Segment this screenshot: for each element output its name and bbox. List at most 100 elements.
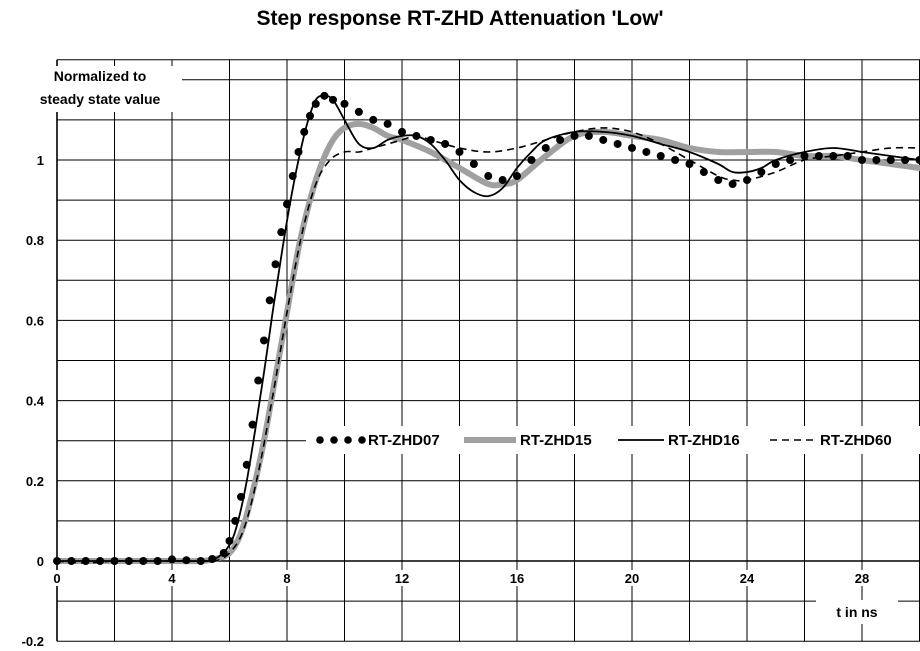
data-point [242,460,251,469]
x-tick-label: 4 [168,571,176,586]
y-tick-label: 0 [37,554,44,569]
data-point [67,557,76,565]
data-point [110,557,119,565]
data-point [96,557,105,565]
x-tick-label-background [51,570,63,586]
data-point [320,91,329,100]
y-tick-label-background [16,633,46,650]
data-point [208,554,217,563]
x-tick-label-background [737,570,757,586]
x-tick-label: 24 [740,571,755,586]
x-tick-label-background [166,570,178,586]
x-tick-label-background [281,570,293,586]
data-point [786,156,795,164]
legend-entry-rt-zhd15: RT-ZHD15 [464,432,592,449]
series-rt-zhd07 [53,91,920,565]
data-point [671,156,680,164]
data-point [656,151,665,160]
y-axis-label: Normalized to steady state value [20,66,182,112]
y-tick-label: 0.2 [26,474,44,489]
series-rt-zhd60-line [56,127,920,564]
y-axis-label-line2: steady state value [40,91,161,107]
legend-label: RT-ZHD16 [668,432,740,449]
legend-swatch-dot [344,436,352,444]
data-point [369,115,378,124]
data-point [231,516,240,525]
legend-swatch-dot [316,436,324,444]
y-axis-label-background [20,66,182,112]
x-tick-label: 16 [510,571,524,586]
data-point [599,135,608,144]
series-rt-zhd15-line [54,120,920,565]
data-point [139,557,148,565]
x-axis-label-background [816,600,898,624]
data-point [814,151,823,160]
data-point [498,176,507,185]
x-axis-label: t in ns [816,600,898,624]
y-tick-label: 0.6 [26,313,44,328]
y-axis-label-line1: Normalized to [54,68,147,84]
data-point [484,172,493,181]
data-point [441,139,450,148]
y-tick-label: -0.2 [22,634,44,649]
data-point [288,172,297,181]
data-point [412,131,421,140]
legend-background [306,426,920,454]
y-tick-label-background [16,392,46,409]
data-point [872,156,881,164]
data-point [196,557,205,565]
y-tick-label: 0.8 [26,233,44,248]
data-point [294,147,303,156]
data-point [642,147,651,156]
data-point [556,135,565,144]
legend-entry-rt-zhd60: RT-ZHD60 [770,432,892,449]
y-tick-label-background [16,472,46,489]
x-tick-label-background [852,570,872,586]
data-point [124,557,133,565]
y-tick-label-background [16,232,46,249]
data-point [858,156,866,164]
data-point [225,536,234,545]
data-point [265,296,274,305]
data-point [277,228,286,237]
x-tick-label: 20 [625,571,639,586]
data-point [743,176,751,185]
data-point [584,131,593,140]
data-point [398,127,406,136]
x-tick-label: 0 [53,571,60,586]
chart-title: Step response RT-ZHD Attenuation 'Low' [256,7,663,30]
x-tick-label: 12 [395,571,409,586]
y-tick-label-background [16,553,46,569]
data-point [685,160,694,169]
plot-grid [56,59,920,642]
legend-entry-rt-zhd07: RT-ZHD07 [316,432,440,449]
x-tick-label-background [392,570,412,586]
data-point [283,200,291,209]
data-point [426,135,435,144]
legend-label: RT-ZHD15 [520,432,592,449]
data-point [699,168,708,177]
data-point [182,556,191,565]
legend-swatch-dot [330,436,338,444]
data-point [628,143,636,152]
data-point [527,156,536,164]
data-point [714,176,723,185]
data-point [354,107,363,116]
data-point [915,156,920,164]
data-point [901,156,910,164]
data-point [513,172,521,181]
data-point [541,143,550,152]
data-point [329,95,337,104]
data-point [237,492,245,501]
data-point [383,119,392,128]
data-point [843,151,852,160]
series-rt-zhd16-line [57,94,920,563]
tick-labels: -0.2 0 0.2 0.4 0.6 0.8 1 0 4 8 12 16 20 24 28 [16,152,872,650]
data-point [886,156,895,164]
data-point [219,548,228,557]
data-point [300,127,309,136]
data-point [271,260,280,269]
x-tick-label: 8 [283,571,290,586]
series-group [53,91,920,565]
